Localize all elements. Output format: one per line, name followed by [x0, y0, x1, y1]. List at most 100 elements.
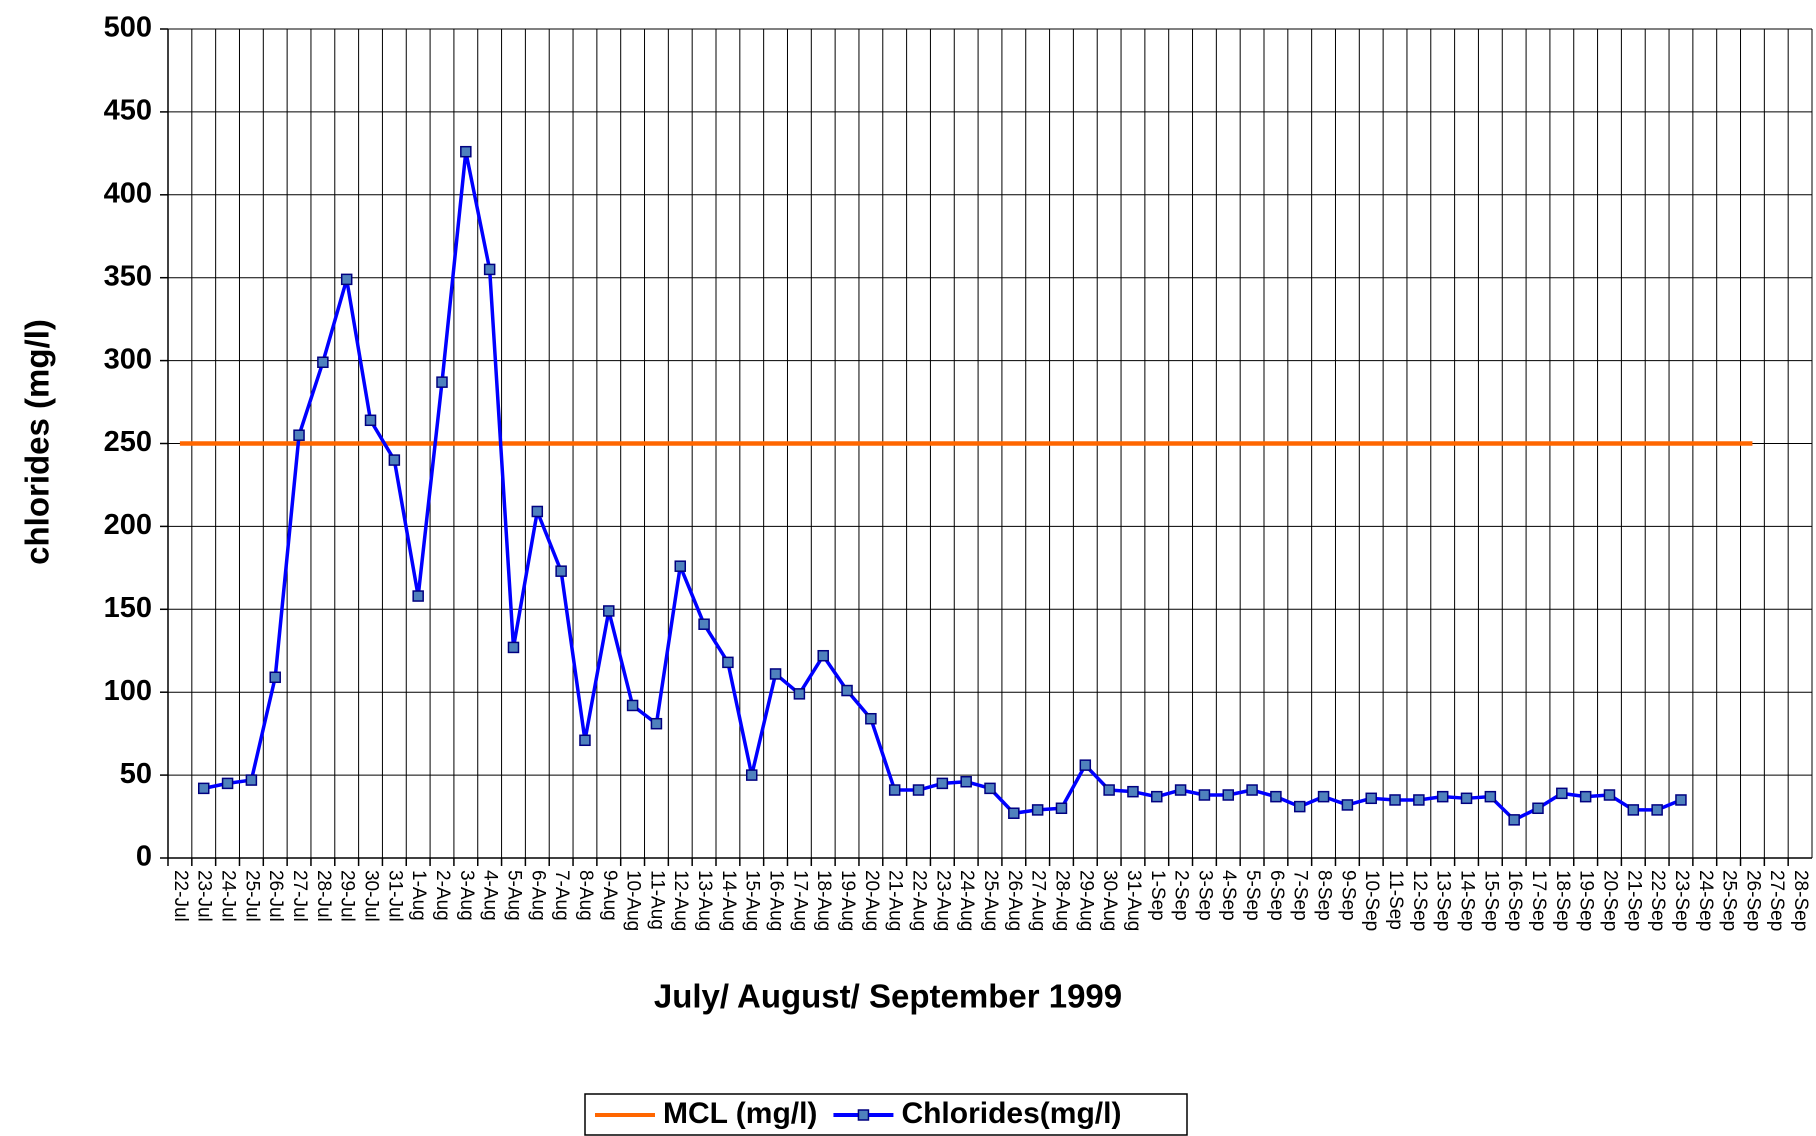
marker — [412, 590, 424, 602]
marker — [1103, 784, 1115, 796]
marker — [1508, 814, 1520, 826]
marker — [1079, 759, 1092, 771]
y-tick-label: 450 — [104, 95, 152, 127]
x-tick-label: 27-Jul — [289, 870, 310, 922]
y-tick-label: 100 — [104, 675, 152, 707]
x-tick-label: 20-Aug — [861, 870, 882, 931]
x-tick-label: 26-Jul — [265, 870, 286, 922]
marker — [1675, 794, 1687, 806]
x-tick-label: 14-Aug — [718, 870, 739, 931]
x-tick-label: 16-Sep — [1504, 870, 1525, 931]
x-tick-label: 12-Sep — [1409, 870, 1430, 931]
x-tick-label: 27-Aug — [1028, 870, 1049, 931]
x-tick-label: 4-Sep — [1218, 870, 1239, 921]
x-tick-label: 22-Sep — [1647, 870, 1668, 931]
marker — [603, 605, 615, 617]
marker — [960, 775, 972, 788]
series-line — [203, 149, 1682, 822]
x-tick-label: 7-Aug — [551, 870, 572, 921]
marker — [1293, 800, 1306, 813]
x-tick-label: 21-Sep — [1623, 870, 1644, 931]
marker — [912, 784, 925, 796]
marker — [1008, 807, 1020, 819]
y-tick-label: 400 — [104, 177, 152, 209]
marker — [1317, 790, 1330, 803]
legend-marker — [857, 1109, 870, 1121]
marker — [579, 734, 591, 747]
x-tick-label: 11-Aug — [646, 870, 667, 930]
marker — [1627, 804, 1640, 816]
x-tick-label: 14-Sep — [1457, 870, 1478, 931]
marker — [1603, 789, 1616, 801]
marker — [1031, 804, 1044, 816]
x-tick-label: 25-Jul — [241, 870, 262, 922]
x-tick-label: 22-Jul — [170, 870, 191, 922]
x-tick-label: 21-Aug — [885, 870, 906, 931]
x-tick-label: 17-Sep — [1528, 870, 1549, 931]
y-tick-label: 500 — [104, 12, 152, 44]
x-tick-label: 23-Jul — [194, 870, 215, 922]
marker — [1222, 789, 1235, 801]
marker — [817, 649, 829, 662]
x-tick-label: 30-Aug — [1099, 870, 1120, 931]
marker — [793, 688, 806, 700]
marker — [626, 699, 639, 712]
y-tick-label: 350 — [104, 260, 152, 292]
x-tick-label: 18-Aug — [813, 870, 834, 931]
marker — [340, 273, 353, 286]
x-tick-label: 8-Sep — [1314, 870, 1335, 921]
x-tick-label: 6-Aug — [527, 870, 548, 921]
x-tick-label: 5-Aug — [503, 870, 524, 921]
x-tick-label: 9-Sep — [1337, 870, 1358, 921]
x-tick-label: 12-Aug — [670, 870, 691, 931]
x-tick-label: 15-Sep — [1480, 870, 1501, 931]
x-tick-label: 2-Sep — [1171, 870, 1192, 921]
x-tick-label: 1-Aug — [408, 870, 429, 921]
marker — [984, 782, 996, 795]
marker — [650, 717, 663, 730]
marker — [1460, 792, 1473, 805]
marker — [1579, 790, 1592, 803]
x-tick-label: 3-Sep — [1194, 870, 1215, 921]
x-axis-title: July/ August/ September 1999 — [654, 978, 1122, 1015]
marker — [865, 712, 877, 725]
x-tick-label: 26-Aug — [1004, 870, 1025, 931]
marker — [293, 429, 305, 441]
x-tick-label: 30-Jul — [361, 870, 382, 922]
x-tick-label: 4-Aug — [480, 870, 501, 921]
marker — [769, 668, 782, 680]
x-tick-label: 24-Aug — [956, 870, 977, 931]
y-axis-title: chlorides (mg/l) — [19, 319, 56, 565]
marker — [1127, 785, 1139, 798]
y-tick-label: 250 — [104, 426, 152, 458]
x-tick-label: 2-Aug — [432, 870, 453, 921]
y-tick-label: 150 — [104, 592, 152, 624]
x-tick-label: 29-Aug — [1075, 870, 1096, 931]
x-tick-label: 26-Sep — [1742, 870, 1763, 931]
marker — [555, 565, 567, 577]
x-tick-label: 6-Sep — [1266, 870, 1287, 921]
x-tick-label: 20-Sep — [1599, 870, 1620, 931]
marker — [197, 782, 210, 795]
marker — [1341, 799, 1354, 811]
x-tick-label: 8-Aug — [575, 870, 596, 921]
marker — [1413, 794, 1425, 806]
x-tick-label: 25-Aug — [980, 870, 1001, 931]
marker — [269, 671, 281, 684]
x-tick-label: 19-Aug — [837, 870, 858, 931]
marker — [1151, 790, 1163, 803]
marker — [722, 656, 734, 669]
marker — [364, 414, 377, 427]
x-tick-label: 31-Aug — [1123, 870, 1144, 931]
x-tick-label: 15-Aug — [742, 870, 763, 931]
marker — [1651, 804, 1663, 816]
x-tick-label: 10-Aug — [623, 870, 644, 931]
x-tick-label: 19-Sep — [1576, 870, 1597, 931]
marker — [1174, 784, 1187, 796]
marker — [1198, 789, 1211, 801]
marker — [1270, 790, 1282, 803]
marker — [1436, 790, 1449, 803]
marker — [483, 263, 496, 276]
marker — [841, 684, 853, 697]
